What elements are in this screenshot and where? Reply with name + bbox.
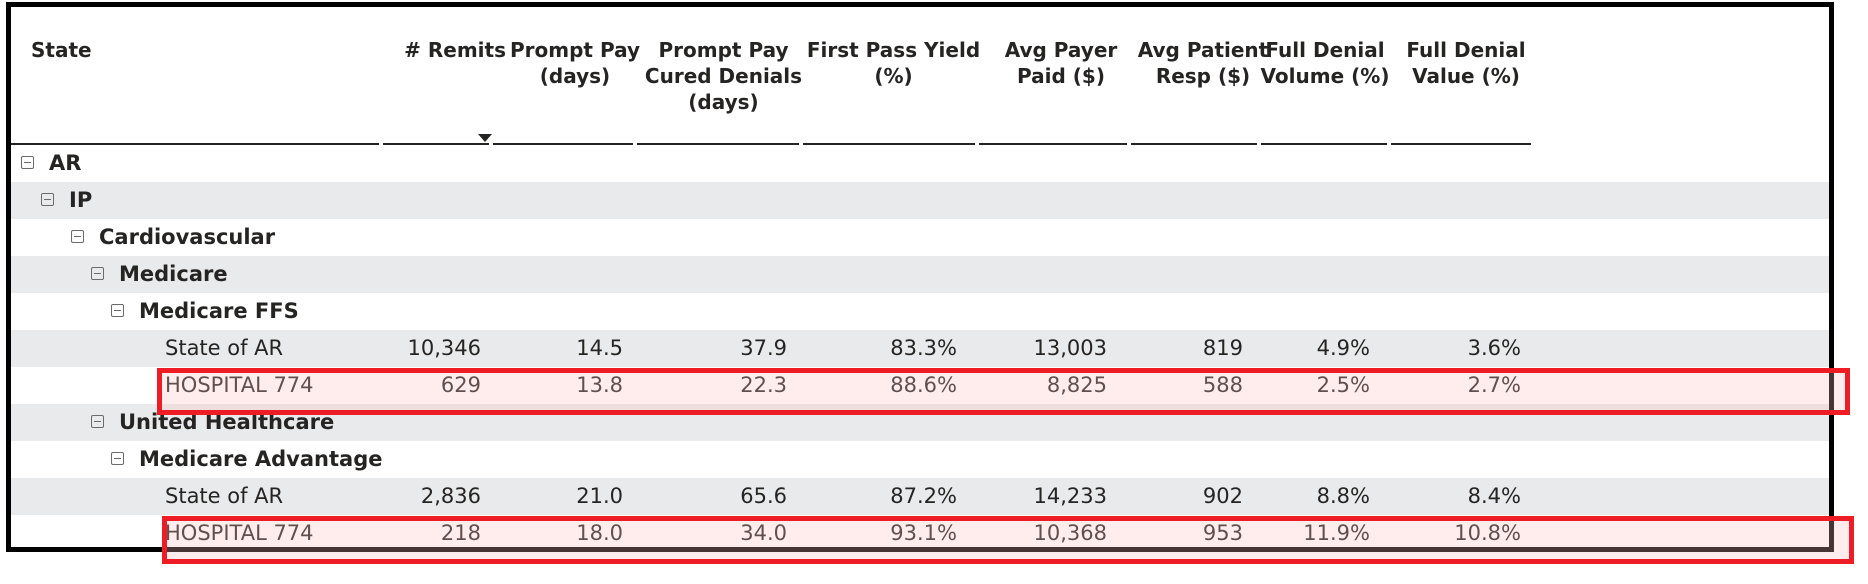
col-header-prompt-pay-cured[interactable]: Prompt Pay Cured Denials (days) <box>644 38 803 114</box>
cell-full-denial-value: 3.6% <box>1467 336 1521 360</box>
header-rule <box>11 143 379 145</box>
collapse-toggle-icon[interactable] <box>111 304 124 317</box>
cell-prompt-pay-cured: 22.3 <box>740 373 787 397</box>
cell-avg-patient-resp: 902 <box>1202 484 1243 508</box>
collapse-toggle-icon[interactable] <box>71 230 84 243</box>
cell-full-denial-value: 8.4% <box>1467 484 1521 508</box>
highlight-box <box>157 368 1850 415</box>
cell-full-denial-volume: 8.8% <box>1316 484 1370 508</box>
col-header-full-denial-value[interactable]: Full Denial Value (%) <box>1406 38 1526 88</box>
row-label: Medicare Advantage <box>139 447 383 471</box>
cell-first-pass-yield: 87.2% <box>890 484 957 508</box>
group-row-medicare-advantage: Medicare Advantage <box>11 441 1829 478</box>
header-rule <box>383 143 489 145</box>
cell-avg-payer-paid: 13,003 <box>1033 336 1107 360</box>
cell-remits: 629 <box>440 373 481 397</box>
header-rule <box>493 143 633 145</box>
cell-remits: 218 <box>440 521 481 545</box>
data-row-state-of-ar: State of AR 10,346 14.5 37.9 83.3% 13,00… <box>11 330 1829 367</box>
cell-prompt-pay: 18.0 <box>576 521 623 545</box>
group-row-ar: AR <box>11 145 1829 182</box>
row-label: Medicare <box>119 262 228 286</box>
matrix-visual: State # Remits Prompt Pay (days) Prompt … <box>6 2 1834 552</box>
header-rule <box>1261 143 1387 145</box>
cell-full-denial-volume: 2.5% <box>1316 373 1370 397</box>
col-header-avg-payer-paid[interactable]: Avg Payer Paid ($) <box>1004 38 1118 88</box>
cell-avg-patient-resp: 953 <box>1202 521 1243 545</box>
cell-prompt-pay-cured: 37.9 <box>740 336 787 360</box>
row-label: Medicare FFS <box>139 299 299 323</box>
row-label: State of AR <box>165 336 284 360</box>
header-rule <box>1131 143 1257 145</box>
cell-avg-patient-resp: 588 <box>1202 373 1243 397</box>
col-header-remits[interactable]: # Remits <box>404 38 506 62</box>
column-header-row: State # Remits Prompt Pay (days) Prompt … <box>11 7 1829 145</box>
cell-remits: 10,346 <box>407 336 481 360</box>
highlight-box <box>162 516 1854 564</box>
col-header-state[interactable]: State <box>31 38 92 62</box>
cell-prompt-pay: 14.5 <box>576 336 623 360</box>
cell-first-pass-yield: 88.6% <box>890 373 957 397</box>
cell-avg-patient-resp: 819 <box>1202 336 1243 360</box>
cell-avg-payer-paid: 8,825 <box>1046 373 1107 397</box>
collapse-toggle-icon[interactable] <box>111 452 124 465</box>
data-row-hospital-774: HOSPITAL 774 218 18.0 34.0 93.1% 10,368 … <box>11 515 1829 547</box>
col-header-first-pass-yield[interactable]: First Pass Yield (%) <box>806 38 981 88</box>
sort-descending-icon[interactable] <box>478 134 492 142</box>
cell-prompt-pay-cured: 65.6 <box>740 484 787 508</box>
cell-full-denial-value: 10.8% <box>1454 521 1521 545</box>
col-header-avg-patient-resp[interactable]: Avg Patient Resp ($) <box>1137 38 1269 88</box>
header-rule <box>803 143 975 145</box>
header-rule <box>979 143 1127 145</box>
row-label: HOSPITAL 774 <box>165 373 314 397</box>
cell-full-denial-value: 2.7% <box>1467 373 1521 397</box>
group-row-ip: IP <box>11 182 1829 219</box>
row-label: State of AR <box>165 484 284 508</box>
group-row-medicare-ffs: Medicare FFS <box>11 293 1829 330</box>
header-rule <box>1391 143 1531 145</box>
col-header-prompt-pay[interactable]: Prompt Pay (days) <box>510 38 640 88</box>
group-row-cardiovascular: Cardiovascular <box>11 219 1829 256</box>
data-row-state-of-ar: State of AR 2,836 21.0 65.6 87.2% 14,233… <box>11 478 1829 515</box>
row-label: AR <box>49 151 82 175</box>
collapse-toggle-icon[interactable] <box>41 193 54 206</box>
cell-prompt-pay: 13.8 <box>576 373 623 397</box>
cell-full-denial-volume: 4.9% <box>1316 336 1370 360</box>
data-row-hospital-774: HOSPITAL 774 629 13.8 22.3 88.6% 8,825 5… <box>11 367 1829 404</box>
cell-avg-payer-paid: 14,233 <box>1033 484 1107 508</box>
collapse-toggle-icon[interactable] <box>91 415 104 428</box>
cell-full-denial-volume: 11.9% <box>1303 521 1370 545</box>
cell-first-pass-yield: 83.3% <box>890 336 957 360</box>
row-label: Cardiovascular <box>99 225 276 249</box>
row-label: IP <box>69 188 93 212</box>
collapse-toggle-icon[interactable] <box>21 156 34 169</box>
cell-first-pass-yield: 93.1% <box>890 521 957 545</box>
col-header-full-denial-volume[interactable]: Full Denial Volume (%) <box>1260 38 1390 88</box>
cell-prompt-pay: 21.0 <box>576 484 623 508</box>
row-label: HOSPITAL 774 <box>165 521 314 545</box>
header-rule <box>637 143 799 145</box>
cell-remits: 2,836 <box>420 484 481 508</box>
cell-avg-payer-paid: 10,368 <box>1033 521 1107 545</box>
cell-prompt-pay-cured: 34.0 <box>740 521 787 545</box>
collapse-toggle-icon[interactable] <box>91 267 104 280</box>
group-row-medicare: Medicare <box>11 256 1829 293</box>
